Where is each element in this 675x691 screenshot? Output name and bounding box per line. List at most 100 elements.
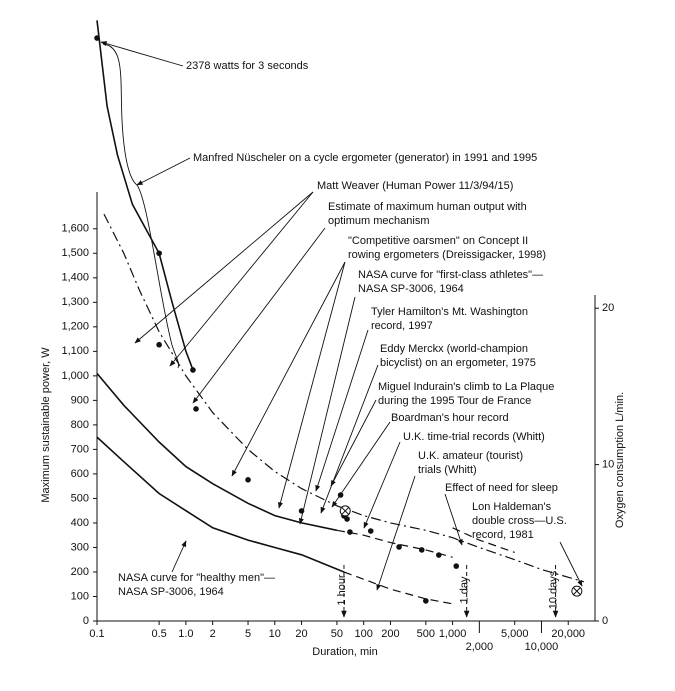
annotation-arrow — [330, 399, 377, 487]
annotation: trials (Whitt) — [418, 464, 477, 476]
y-tick-label: 900 — [71, 394, 89, 406]
y-tick-label: 200 — [71, 566, 89, 578]
data-point — [418, 547, 425, 553]
time-marker-label: 10 days — [547, 570, 559, 609]
data-point — [344, 516, 350, 522]
annotation: NASA curve for "first-class athletes"— — [358, 269, 543, 281]
data-point — [156, 341, 162, 348]
x-axis-label: Duration, min — [312, 646, 377, 658]
circled-point — [571, 585, 583, 597]
y-tick-label: 1,200 — [61, 321, 89, 333]
annotation: Tyler Hamilton's Mt. Washington — [371, 306, 528, 318]
data-point — [193, 406, 199, 412]
annotation-arrow — [171, 540, 187, 573]
annotation: Boardman's hour record — [391, 412, 509, 424]
x-tick-label: 2,000 — [466, 641, 494, 653]
x-tick-label: 1,000 — [439, 628, 467, 640]
y2-tick-label: 20 — [602, 302, 614, 314]
annotation: NASA curve for "healthy men"— — [118, 572, 275, 584]
annotation: "Competitive oarsmen" on Concept II — [348, 235, 528, 247]
annotation: 2378 watts for 3 seconds — [186, 60, 309, 72]
annotation-arrow — [192, 227, 326, 404]
annotation-arrow — [363, 441, 401, 529]
annotation-arrow — [315, 329, 369, 492]
annotation: Manfred Nüscheler on a cycle ergometer (… — [193, 152, 537, 164]
x-tick-label: 20 — [295, 628, 307, 640]
annotation: Estimate of maximum human output with — [328, 201, 527, 213]
annotation: rowing ergometers (Dreissigacker, 1998) — [348, 249, 546, 261]
annotation: during the 1995 Tour de France — [378, 395, 531, 407]
x-tick-label: 500 — [417, 628, 435, 640]
annotation: U.K. amateur (tourist) — [418, 450, 523, 462]
data-point — [396, 544, 402, 550]
y2-tick-label: 10 — [602, 459, 614, 471]
bracket — [102, 43, 179, 369]
y-tick-label: 1,000 — [61, 370, 89, 382]
x-tick-label: 20,000 — [551, 628, 585, 640]
annotation-arrow — [559, 541, 583, 587]
y2-axis-label: Oxygen consumption L/min. — [614, 392, 626, 528]
annotation: bicyclist) on an ergometer, 1975 — [380, 357, 536, 369]
annotation: Matt Weaver (Human Power 11/3/94/15) — [317, 180, 513, 192]
annotation-arrow — [136, 157, 191, 186]
annotation-arrow — [100, 41, 184, 67]
y-tick-label: 400 — [71, 517, 89, 529]
annotation: U.K. time-trial records (Whitt) — [403, 431, 545, 443]
x-tick-label: 1.0 — [178, 628, 193, 640]
x-tick-label: 5 — [245, 628, 251, 640]
x-tick-label: 200 — [381, 628, 399, 640]
annotation-arrow — [169, 191, 314, 367]
x-tick-label: 10,000 — [525, 641, 559, 653]
annotation-arrow — [376, 475, 416, 591]
annotation-arrow — [444, 493, 463, 546]
data-point — [423, 598, 429, 604]
time-marker-label: 1 day — [459, 576, 471, 603]
data-point — [367, 528, 374, 534]
annotation-arrow — [134, 191, 314, 344]
y2-tick-label: 0 — [602, 615, 608, 627]
curve — [96, 436, 345, 573]
annotation-arrow — [231, 261, 346, 477]
annotation: NASA SP-3006, 1964 — [358, 283, 464, 295]
y-tick-label: 1,400 — [61, 272, 89, 284]
x-tick-label: 2 — [210, 628, 216, 640]
curve — [336, 529, 453, 558]
data-point — [347, 529, 353, 535]
data-point — [245, 476, 251, 483]
annotation: Eddy Merckx (world-champion — [380, 343, 528, 355]
annotation: Effect of need for sleep — [445, 482, 558, 494]
data-point — [190, 367, 196, 373]
y-tick-label: 300 — [71, 541, 89, 553]
y-tick-label: 800 — [71, 419, 89, 431]
annotation-arrow — [278, 261, 346, 509]
annotation: NASA SP-3006, 1964 — [118, 586, 224, 598]
annotation: Lon Haldeman's — [472, 501, 552, 513]
data-point — [156, 250, 162, 257]
y-axis-label: Maximum sustainable power, W — [40, 347, 52, 503]
x-tick-label: 5,000 — [501, 628, 529, 640]
data-point — [94, 35, 100, 41]
y-tick-label: 1,300 — [61, 296, 89, 308]
y-tick-label: 1,500 — [61, 247, 89, 259]
time-marker-label: 1 hour — [336, 574, 348, 606]
y-tick-label: 1,100 — [61, 345, 89, 357]
annotation: Miguel Indurain's climb to La Plaque — [378, 381, 554, 393]
y-tick-label: 600 — [71, 468, 89, 480]
x-tick-label: 50 — [331, 628, 343, 640]
curve — [96, 20, 194, 370]
annotation: record, 1981 — [472, 529, 534, 541]
x-tick-label: 0.1 — [89, 628, 104, 640]
annotation-arrow — [298, 296, 356, 525]
y-tick-label: 0 — [83, 615, 89, 627]
curve — [343, 571, 453, 605]
circled-point — [339, 505, 351, 517]
curve — [96, 372, 338, 532]
x-tick-label: 10 — [269, 628, 281, 640]
data-point — [436, 552, 442, 558]
x-tick-label: 0.5 — [151, 628, 166, 640]
y-tick-label: 500 — [71, 492, 89, 504]
x-tick-label: 100 — [355, 628, 373, 640]
data-point — [453, 563, 460, 569]
y-tick-label: 1,600 — [61, 223, 89, 235]
